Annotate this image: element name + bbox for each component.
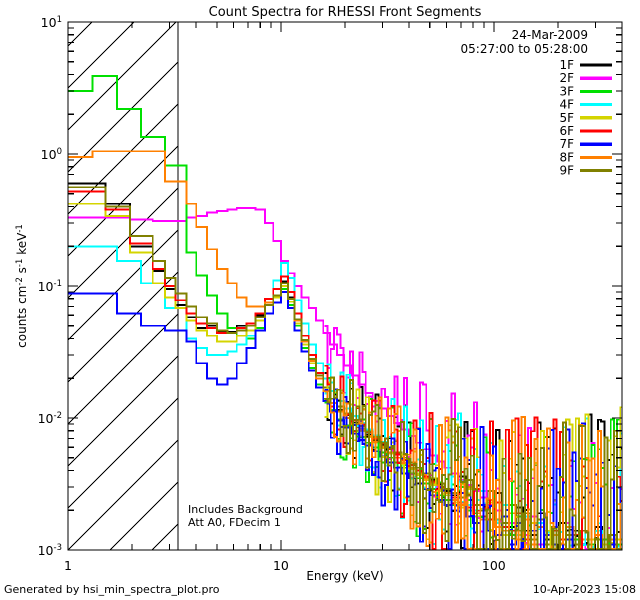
hatch-stripe: [68, 355, 178, 467]
x-tick-labels: 1 10 100: [64, 558, 506, 573]
annotation-includes-background: Includes Background: [188, 503, 303, 516]
hatch-stripe: [68, 103, 178, 215]
x-tick-label: 1: [64, 558, 72, 573]
y-axis-label-e1: -2: [15, 277, 25, 285]
hatch-stripe: [68, 61, 178, 173]
legend-label-2f: 2F: [559, 71, 574, 85]
page-title: Count Spectra for RHESSI Front Segments: [209, 5, 482, 20]
spectrum-noise-8f: [324, 390, 622, 550]
observation-time-range: 05:27:00 to 05:28:00: [461, 42, 588, 56]
y-tick-label: 10-2: [38, 411, 62, 426]
plot-frame: [67, 21, 623, 551]
legend-label-8f: 8F: [559, 150, 574, 164]
hatch-stripe: [109, 481, 178, 550]
y-axis-label-p3: keV: [15, 232, 29, 259]
hatch-stripe: [68, 187, 178, 299]
legend-label-7f: 7F: [559, 137, 574, 151]
y-axis-label-e3: -1: [15, 224, 25, 232]
footer-timestamp: 10-Apr-2023 15:08: [533, 583, 636, 596]
hatch-stripe: [68, 439, 178, 550]
x-axis-label: Energy (keV): [306, 569, 383, 583]
legend-label-5f: 5F: [559, 111, 574, 125]
y-axis-label: counts cm-2 s-1 keV-1: [15, 224, 29, 348]
spectra-curves-group: [68, 75, 622, 550]
legend-label-4f: 4F: [559, 98, 574, 112]
y-axis-label-p1: counts cm: [15, 286, 29, 348]
y-tick-label: 10-1: [38, 279, 62, 294]
legend-label-6f: 6F: [559, 124, 574, 138]
y-tick-label: 10-3: [38, 543, 62, 558]
hatch-stripe: [68, 271, 178, 383]
annotation-attenuator-state: Att A0, FDecim 1: [188, 516, 281, 529]
footer-generator: Generated by hsi_min_spectra_plot.pro: [4, 583, 220, 596]
hatch-stripe: [68, 229, 178, 341]
hatch-stripe: [28, 0, 218, 2]
hatch-stripe: [68, 145, 178, 257]
hatch-stripe: [68, 22, 93, 47]
y-axis-label-e2: -1: [15, 259, 25, 267]
y-tick-label: 101: [41, 15, 62, 30]
axis-ticks-group: [67, 21, 623, 551]
hatch-stripe: [68, 397, 178, 509]
observation-date: 24-Mar-2009: [512, 28, 588, 42]
legend-label-9f: 9F: [559, 164, 574, 178]
hatch-stripe: [68, 22, 177, 131]
spectrum-noise-9f: [324, 376, 622, 550]
svg-text:counts cm-2 s-1 keV-1: counts cm-2 s-1 keV-1: [15, 224, 29, 348]
legend-label-1f: 1F: [559, 58, 574, 72]
hatch-stripe: [68, 313, 178, 425]
legend-label-3f: 3F: [559, 84, 574, 98]
y-tick-label: 100: [41, 147, 62, 162]
y-tick-labels: 101 100 10-1 10-2 10-3: [38, 15, 62, 558]
x-tick-label: 10: [273, 558, 289, 573]
hatch-stripe: [68, 22, 135, 89]
y-axis-label-p2: s: [15, 267, 29, 277]
x-tick-label: 100: [482, 558, 506, 573]
hatched-excluded-band: [28, 0, 218, 550]
